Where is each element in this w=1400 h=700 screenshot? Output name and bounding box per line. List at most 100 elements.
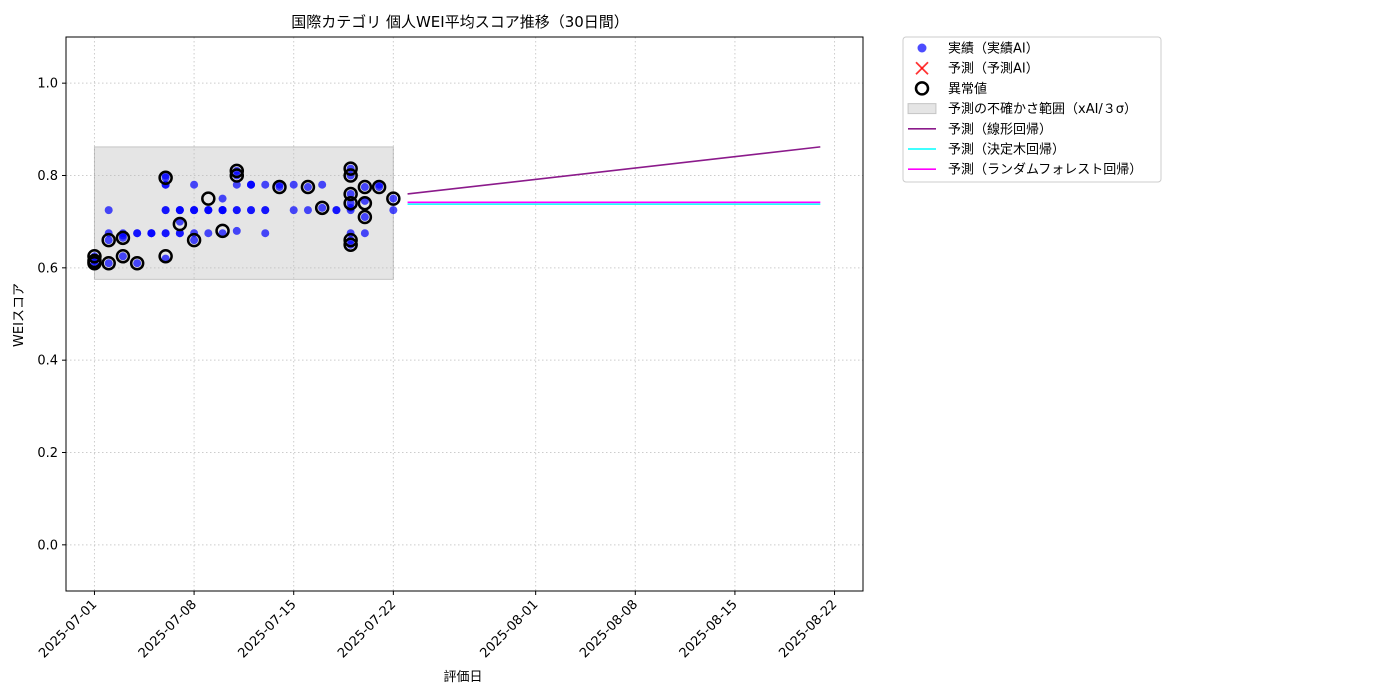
- anomaly-ring: [343, 237, 358, 252]
- actual-point: [375, 180, 384, 189]
- actual-point: [161, 254, 170, 263]
- actual-point: [247, 180, 256, 189]
- actual-point: [161, 171, 170, 180]
- legend-label: 予測（ランダムフォレスト回帰）: [948, 162, 1142, 178]
- plot-frame: [65, 36, 864, 592]
- y-axis-label: WEIスコア: [12, 283, 27, 347]
- actual-point: [190, 236, 199, 245]
- y-tick-label: 0.8: [37, 169, 58, 184]
- grid: [66, 37, 863, 591]
- anomaly-ring: [115, 230, 131, 246]
- legend-band-marker: [907, 103, 937, 115]
- anomaly-ring: [129, 255, 145, 271]
- actual-point: [232, 226, 241, 235]
- actual-point: [389, 194, 398, 203]
- legend-actual-marker: [917, 43, 927, 53]
- anomaly-ring: [272, 179, 287, 195]
- legend-label: 異常値: [948, 81, 987, 97]
- anomaly-ring: [371, 179, 387, 195]
- anomaly-ring: [101, 255, 116, 271]
- actual-point: [118, 252, 127, 261]
- actual-point: [190, 180, 199, 189]
- actual-point: [332, 206, 341, 215]
- actual-point: [175, 217, 184, 226]
- x-tick-label: 2025-07-22: [335, 597, 399, 661]
- legend-frame: [902, 36, 1162, 183]
- anomaly-ring: [357, 179, 373, 195]
- actual-point: [147, 229, 156, 238]
- anomaly-ring: [215, 223, 230, 239]
- y-axis-ticks: 0.0 0.2 0.4 0.6 0.8 1.0: [37, 77, 66, 553]
- actual-point: [133, 229, 142, 238]
- actual-point: [261, 180, 270, 189]
- actual-point: [275, 183, 284, 192]
- actual-point: [346, 199, 355, 208]
- actual-point: [360, 183, 369, 192]
- y-tick-label: 0.0: [37, 538, 58, 553]
- anomaly-ring: [343, 186, 358, 202]
- anomaly-ring: [115, 249, 131, 264]
- anomaly-ring: [201, 191, 216, 206]
- anomaly-ring: [300, 179, 316, 195]
- actual-point: [161, 229, 170, 238]
- actual-point: [175, 206, 184, 215]
- x-tick-label: 2025-07-08: [136, 597, 200, 661]
- anomaly-ring: [386, 191, 401, 206]
- anomaly-rings: [87, 161, 401, 271]
- y-tick-label: 0.6: [37, 261, 58, 276]
- legend-label: 予測（予測AI）: [948, 62, 1039, 77]
- actual-point: [218, 229, 227, 238]
- anomaly-ring: [87, 253, 102, 269]
- anomaly-ring: [158, 170, 173, 186]
- actual-point: [360, 229, 369, 238]
- actual-point: [190, 206, 199, 215]
- actual-point: [118, 233, 127, 242]
- legend-label: 予測の不確かさ範囲（xAI/３σ）: [948, 101, 1137, 117]
- actual-point: [232, 206, 241, 215]
- actual-point: [247, 206, 256, 215]
- legend-forecast-x-marker: [915, 61, 929, 75]
- actual-point: [318, 180, 327, 189]
- x-tick-label: 2025-08-15: [677, 597, 741, 661]
- actual-point: [261, 229, 270, 238]
- actual-point: [360, 213, 369, 222]
- anomaly-ring: [158, 249, 173, 264]
- legend-label: 予測（決定木回帰）: [948, 142, 1065, 158]
- actual-point: [289, 180, 298, 189]
- chart-title: 国際カテゴリ 個人WEI平均スコア推移（30日間）: [291, 13, 629, 31]
- actual-point: [175, 229, 184, 238]
- anomaly-ring: [229, 168, 245, 183]
- x-tick-label: 2025-07-15: [236, 597, 300, 661]
- actual-point: [232, 180, 241, 189]
- actual-point: [389, 206, 398, 215]
- actual-point: [218, 194, 227, 203]
- actual-point: [133, 259, 142, 268]
- x-axis-ticks: 2025-07-01 2025-07-08 2025-07-15 2025-07-22…: [36, 591, 840, 661]
- forecast-lines: [407, 146, 821, 205]
- actual-point: [204, 229, 213, 238]
- anomaly-ring: [357, 195, 373, 211]
- anomaly-ring: [357, 209, 373, 225]
- actual-point: [261, 206, 270, 215]
- actual-point: [104, 259, 113, 268]
- x-tick-label: 2025-08-01: [477, 597, 541, 661]
- legend-label: 予測（線形回帰）: [948, 121, 1052, 137]
- anomaly-ring: [172, 216, 188, 232]
- x-tick-label: 2025-07-01: [36, 597, 100, 661]
- anomaly-ring: [87, 249, 102, 264]
- anomaly-ring: [229, 163, 245, 179]
- anomaly-ring: [343, 232, 358, 248]
- actual-point: [346, 189, 355, 198]
- anomaly-ring: [186, 232, 202, 248]
- x-tick-label: 2025-08-08: [577, 597, 641, 661]
- anomaly-ring: [314, 200, 330, 216]
- actual-point: [204, 206, 213, 215]
- forecast-line: [407, 146, 821, 195]
- legend-label: 実績（実績AI）: [948, 41, 1039, 57]
- anomaly-ring: [343, 161, 358, 176]
- x-tick-label: 2025-08-22: [776, 597, 840, 661]
- y-tick-label: 0.4: [37, 354, 58, 369]
